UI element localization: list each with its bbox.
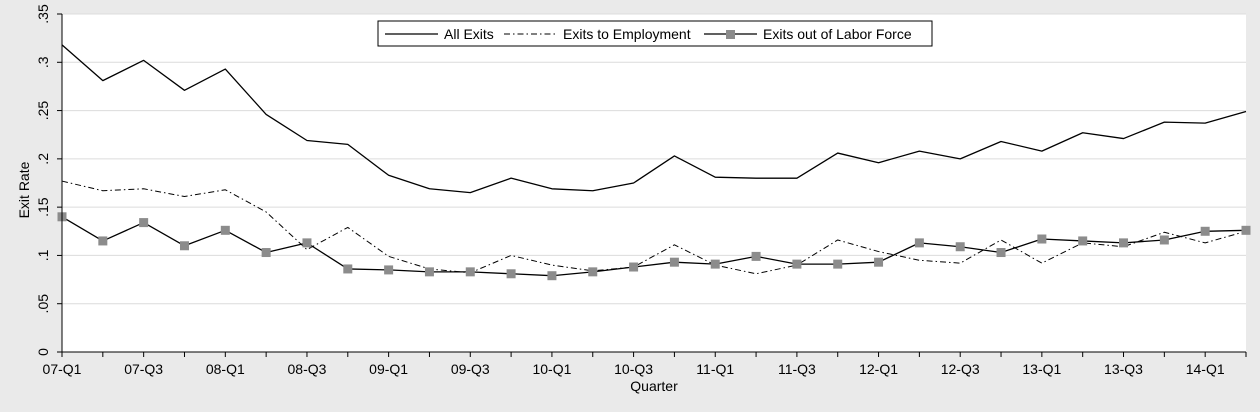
data-point-exits-out-of-labor-force <box>424 267 434 277</box>
data-point-exits-out-of-labor-force <box>179 241 189 251</box>
data-point-exits-out-of-labor-force <box>629 262 639 272</box>
x-tick-label: 09-Q3 <box>451 361 490 377</box>
data-point-exits-out-of-labor-force <box>996 248 1006 258</box>
x-tick-label: 08-Q3 <box>288 361 327 377</box>
x-tick-label: 12-Q3 <box>941 361 980 377</box>
x-axis-ticks: 07-Q1 07-Q3 08-Q1 08-Q3 09-Q1 09-Q3 10-Q1 10-Q3… <box>43 352 1247 377</box>
data-point-exits-out-of-labor-force <box>1119 238 1129 248</box>
data-point-exits-out-of-labor-force <box>547 271 557 281</box>
legend: All Exits Exits to Employment Exits out … <box>377 20 933 47</box>
plot-area <box>62 14 1246 352</box>
x-tick-label: 13-Q3 <box>1104 361 1143 377</box>
x-tick-label: 11-Q1 <box>696 361 734 377</box>
y-tick-label: .05 <box>35 294 51 314</box>
data-point-exits-out-of-labor-force <box>792 259 802 269</box>
data-point-exits-out-of-labor-force <box>710 259 720 269</box>
x-tick-label: 10-Q3 <box>614 361 653 377</box>
data-point-exits-out-of-labor-force <box>506 269 516 279</box>
y-tick-label: .1 <box>35 249 51 261</box>
x-tick-label: 09-Q1 <box>369 361 408 377</box>
series-line-exits-out-of-labor-force <box>61 216 1247 277</box>
data-point-exits-out-of-labor-force <box>1037 234 1047 244</box>
x-tick-label: 12-Q1 <box>859 361 898 377</box>
data-point-exits-out-of-labor-force <box>833 259 843 269</box>
series-line-exits-to-employment <box>61 180 1247 275</box>
data-point-exits-out-of-labor-force <box>1078 236 1088 246</box>
data-point-exits-out-of-labor-force <box>1241 225 1251 235</box>
data-point-exits-out-of-labor-force <box>874 257 884 267</box>
x-axis-label: Quarter <box>630 378 678 394</box>
data-point-exits-out-of-labor-force <box>465 267 475 277</box>
y-tick-label: 0 <box>35 348 51 356</box>
data-point-exits-out-of-labor-force <box>98 236 108 246</box>
gridlines <box>62 13 1246 305</box>
y-tick-label: .15 <box>35 197 51 217</box>
legend-label-exits-to-employment: Exits to Employment <box>563 26 691 42</box>
x-tick-label: 10-Q1 <box>532 361 571 377</box>
data-point-exits-out-of-labor-force <box>1200 226 1210 236</box>
data-point-exits-out-of-labor-force <box>914 238 924 248</box>
x-tick-label: 11-Q3 <box>778 361 816 377</box>
data-point-exits-out-of-labor-force <box>261 248 271 258</box>
x-tick-label: 07-Q3 <box>124 361 163 377</box>
legend-label-all-exits: All Exits <box>444 26 494 42</box>
x-tick-label: 08-Q1 <box>206 361 245 377</box>
data-point-exits-out-of-labor-force <box>220 225 230 235</box>
x-tick-label: 14-Q1 <box>1186 361 1225 377</box>
data-point-exits-out-of-labor-force <box>751 251 761 261</box>
y-axis-label: Exit Rate <box>16 161 32 218</box>
data-point-exits-out-of-labor-force <box>588 267 598 277</box>
legend-box <box>377 20 933 47</box>
y-axis-ticks: 0 .05 .1 .15 .2 .25 .3 .35 <box>35 4 62 356</box>
series-line-all-exits <box>61 44 1247 194</box>
data-point-exits-out-of-labor-force <box>343 264 353 274</box>
x-tick-label: 07-Q1 <box>43 361 82 377</box>
x-tick-label: 13-Q1 <box>1022 361 1061 377</box>
data-point-exits-out-of-labor-force <box>384 265 394 275</box>
y-tick-label: .2 <box>35 153 51 165</box>
y-tick-label: .25 <box>35 101 51 121</box>
data-point-exits-out-of-labor-force <box>955 242 965 252</box>
data-point-exits-out-of-labor-force <box>1159 235 1169 245</box>
y-tick-label: .35 <box>35 4 51 24</box>
legend-marker-square <box>726 30 735 39</box>
legend-label-exits-out-of-labor-force: Exits out of Labor Force <box>763 26 912 42</box>
data-point-exits-out-of-labor-force <box>669 257 679 267</box>
y-tick-label: .3 <box>35 56 51 68</box>
data-point-exits-out-of-labor-force <box>139 218 149 228</box>
data-point-exits-out-of-labor-force <box>302 238 312 248</box>
